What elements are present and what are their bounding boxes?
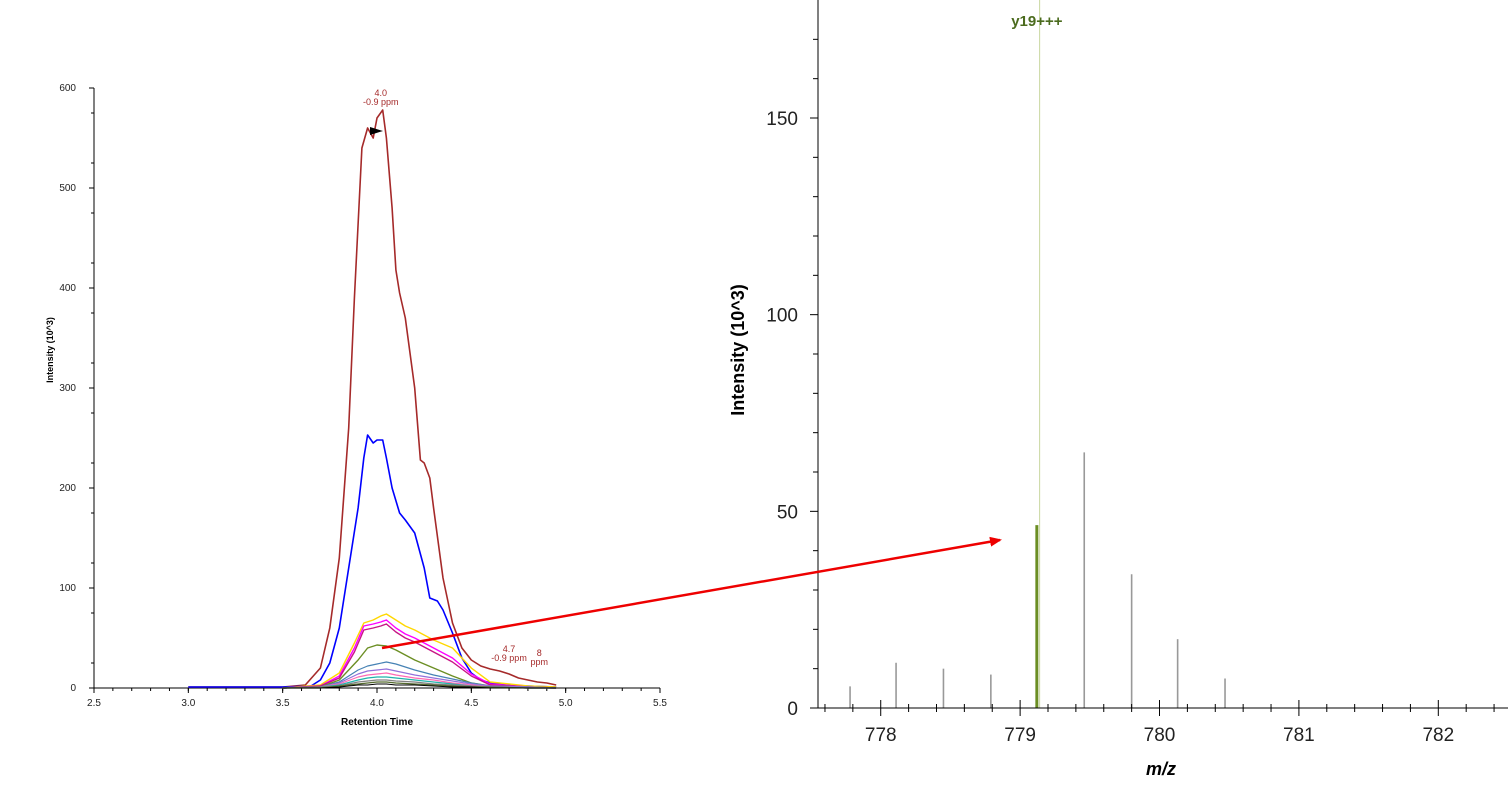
spectrum-x-ticks: 778 779 780 781 782 bbox=[824, 700, 1495, 746]
chromatogram-chart: 0 100 200 300 400 500 600 2.5 3.0 3.5 4.0 4.5 5.0 5.… bbox=[45, 83, 667, 728]
y-tick-label: 0 bbox=[787, 699, 798, 720]
spectrum-y-label: Intensity (10^3) bbox=[728, 284, 748, 416]
y-tick-label: 50 bbox=[777, 502, 798, 523]
y-tick-label: 200 bbox=[59, 483, 76, 494]
x-tick-label: 5.0 bbox=[559, 698, 573, 709]
x-tick-label: 781 bbox=[1283, 725, 1315, 746]
y-tick-label: 500 bbox=[59, 183, 76, 194]
x-tick-label: 4.0 bbox=[370, 698, 384, 709]
trace-line-1 bbox=[188, 434, 557, 688]
x-tick-label: 778 bbox=[865, 725, 897, 746]
trace-line-11 bbox=[282, 681, 557, 689]
peak-annotation-0: 4.0 bbox=[375, 88, 388, 98]
trace-line-12 bbox=[282, 683, 557, 689]
peak-annotation-0: -0.9 ppm bbox=[363, 97, 399, 107]
x-tick-label: 779 bbox=[1004, 725, 1036, 746]
spectrum-peaks bbox=[849, 452, 1226, 708]
chromatogram-x-label: Retention Time bbox=[341, 717, 413, 728]
x-tick-label: 782 bbox=[1422, 725, 1454, 746]
chromatogram-traces bbox=[188, 109, 557, 689]
peak-annotation-2: ppm bbox=[530, 657, 548, 667]
spectrum-y-ticks: 0 50 100 150 bbox=[766, 38, 818, 720]
connector-arrow bbox=[381, 536, 1002, 650]
peak-marker-icon bbox=[370, 127, 383, 135]
peak-annotation-1: 4.7 bbox=[503, 644, 516, 654]
peak-annotation-2: 8 bbox=[537, 648, 542, 658]
peak-label-y19: y19+++ bbox=[1011, 13, 1063, 30]
y-tick-label: 100 bbox=[766, 306, 798, 327]
y-tick-label: 600 bbox=[59, 83, 76, 94]
chromatogram-y-label: Intensity (10^3) bbox=[45, 317, 55, 383]
peak-annotation-1: -0.9 ppm bbox=[491, 653, 527, 663]
spectrum-chart: 0 50 100 150 778 779 780 781 782 y19+++ Intensi… bbox=[728, 0, 1508, 779]
chromatogram-y-ticks: 0 100 200 300 400 500 600 bbox=[59, 83, 94, 694]
y-tick-label: 400 bbox=[59, 283, 76, 294]
trace-line-7 bbox=[282, 668, 557, 689]
y-tick-label: 100 bbox=[59, 583, 76, 594]
spectrum-x-label: m/z bbox=[1146, 759, 1176, 779]
x-tick-label: 4.5 bbox=[464, 698, 478, 709]
trace-line-0 bbox=[188, 109, 557, 688]
y-tick-label: 0 bbox=[70, 683, 76, 694]
trace-line-2 bbox=[282, 613, 557, 689]
x-tick-label: 3.5 bbox=[276, 698, 290, 709]
x-tick-label: 3.0 bbox=[181, 698, 195, 709]
x-tick-label: 2.5 bbox=[87, 698, 101, 709]
x-tick-label: 5.5 bbox=[653, 698, 667, 709]
trace-line-4 bbox=[282, 623, 557, 689]
chromatogram-x-ticks: 2.5 3.0 3.5 4.0 4.5 5.0 5.5 bbox=[87, 688, 667, 709]
trace-line-3 bbox=[282, 619, 557, 689]
y-tick-label: 150 bbox=[766, 109, 798, 130]
x-tick-label: 780 bbox=[1144, 725, 1176, 746]
y-tick-label: 300 bbox=[59, 383, 76, 394]
